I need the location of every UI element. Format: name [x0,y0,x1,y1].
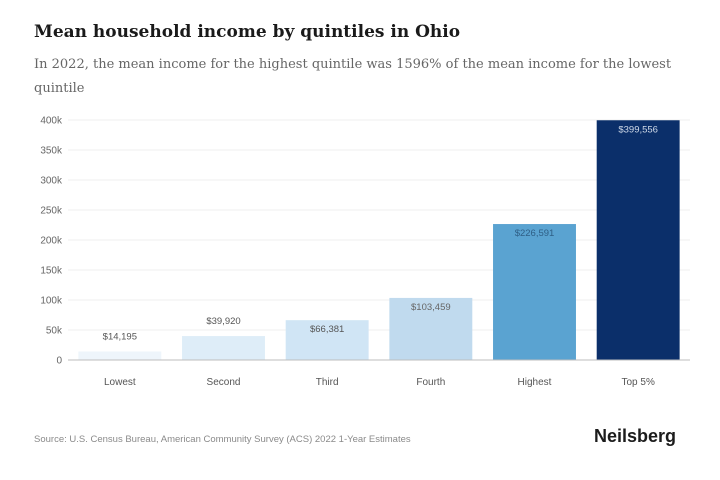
bar-chart: 0 50k 100k 150k 200k 250k 300k 350k 400k $14,195… [40,116,690,388]
y-tick-label: 0 [56,356,62,367]
bar-value-label: $103,459 [411,302,451,313]
y-tick-label: 100k [40,296,63,307]
y-tick-label: 50k [46,326,63,337]
x-tick-label: Fourth [416,377,445,388]
bar-third [285,320,369,360]
brand-logo: Neilsberg [594,426,677,446]
chart-title: Mean household income by quintiles in Oh… [34,22,461,42]
x-tick-label: Lowest [104,377,136,388]
y-tick-label: 350k [40,146,63,157]
x-tick-label: Third [316,377,339,388]
bars: $14,195 $39,920 $66,381 $103,459 $226,591 $39… [78,120,680,360]
x-tick-label: Highest [518,377,552,388]
y-axis-ticks: 0 50k 100k 150k 200k 250k 300k 350k 400k [40,116,63,367]
bar-highest [493,224,576,360]
y-tick-label: 400k [40,116,63,127]
bar-value-label: $14,195 [103,331,137,342]
x-axis-ticks: Lowest Second Third Fourth Highest Top 5% [104,377,655,388]
y-tick-label: 150k [40,266,63,277]
bar-value-label: $399,556 [618,124,658,135]
source-note: Source: U.S. Census Bureau, American Com… [34,434,411,445]
bar-value-label: $226,591 [515,228,555,239]
y-tick-label: 300k [40,176,63,187]
gridlines [68,119,690,331]
x-tick-label: Top 5% [621,377,654,388]
y-tick-label: 200k [40,236,63,247]
bar-value-label: $39,920 [206,316,240,327]
chart-subtitle: In 2022, the mean income for the highest… [34,57,672,96]
bar-top-5 [596,120,680,360]
bar-lowest [78,351,162,360]
bar-fourth [389,297,473,360]
bar-second [182,336,265,360]
y-tick-label: 250k [40,206,63,217]
bar-value-label: $66,381 [310,324,344,335]
x-tick-label: Second [207,377,241,388]
